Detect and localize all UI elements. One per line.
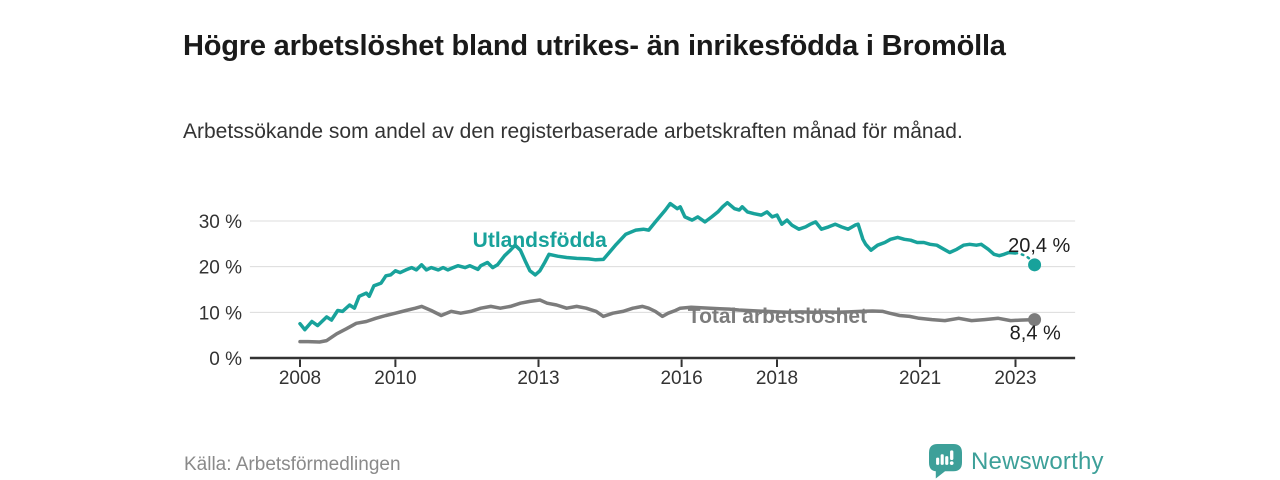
series-end-dot [1028, 258, 1042, 272]
y-axis-tick-label: 20 % [199, 258, 242, 279]
source-text: Källa: Arbetsförmedlingen [184, 454, 401, 475]
series-end-value-label: 20,4 % [1008, 235, 1070, 257]
x-axis-tick-label: 2018 [756, 368, 798, 389]
x-axis-tick-label: 2016 [660, 368, 702, 389]
chart-title: Högre arbetslöshet bland utrikes- än inr… [183, 30, 1006, 63]
chart-subtitle: Arbetssökande som andel av den registerb… [183, 120, 963, 143]
series-line [298, 200, 1018, 332]
y-axis-tick-label: 30 % [199, 212, 242, 233]
x-axis-tick-label: 2023 [994, 368, 1036, 389]
line-chart: 0 % 10 % 20 % 30 % 2008 2010 2013 2016 2018 2021 2… [199, 200, 1076, 389]
newsworthy-brand-text: Newsworthy [971, 447, 1104, 475]
series-end-dot [1028, 313, 1042, 327]
series-name-label: Utlandsfödda [473, 229, 607, 252]
x-axis-tick-label: 2008 [279, 368, 321, 389]
series-name-label: Total arbetslöshet [688, 305, 867, 328]
bar-chart-speech-bubble-icon [929, 444, 962, 479]
y-axis-tick-label: 0 % [209, 349, 242, 370]
series-end-value-label: 8,4 % [1010, 323, 1061, 345]
x-axis-tick-label: 2021 [899, 368, 941, 389]
newsworthy-logo: Newsworthy [929, 444, 1104, 479]
series-line [298, 298, 1037, 344]
y-axis-tick-label: 10 % [199, 303, 242, 324]
x-axis-tick-label: 2013 [517, 368, 559, 389]
x-axis-tick-label: 2010 [374, 368, 416, 389]
